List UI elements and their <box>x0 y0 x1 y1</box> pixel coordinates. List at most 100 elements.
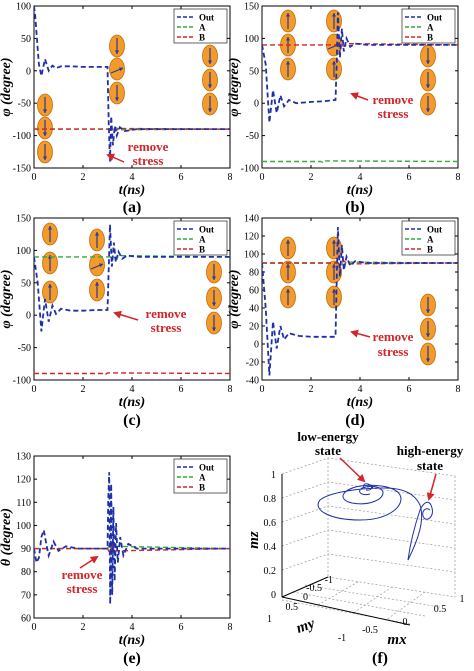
mx-tick-label: -0.5 <box>362 625 378 636</box>
y-tick-label: 50 <box>21 278 31 289</box>
y-tick-label: 150 <box>16 214 31 225</box>
annotation-text-e-2: stress <box>67 581 98 596</box>
annotation-high-energy-2: state <box>417 458 443 473</box>
y-tick-label: -50 <box>18 343 31 354</box>
magnet-icon <box>42 251 58 275</box>
x-axis-label: t(ns) <box>119 183 145 198</box>
series-line-out <box>34 472 230 605</box>
panel-d: 0 2 4 6 8 140 120 100 80 60 40 20 0 -20 -40 t(ns) φ (deg… <box>227 214 461 430</box>
my-axis-label: my <box>294 615 317 636</box>
magnet-arrowhead <box>331 289 337 293</box>
annotation-text-d-2: stress <box>378 344 409 359</box>
legend-label: A <box>199 235 206 245</box>
plot-c: 0 2 4 6 8 150 100 50 0 -50 -100 t(ns) φ (degree) OutA… <box>0 214 233 411</box>
y-tick-label: 70 <box>21 590 31 601</box>
magnet-icon <box>280 57 296 81</box>
legend-label: Out <box>199 463 214 473</box>
legend-label: A <box>199 473 206 483</box>
magnet-arrowhead <box>211 327 217 331</box>
legend-box <box>173 220 228 256</box>
y-tick-label: 40 <box>249 304 259 315</box>
panel-a: 0 2 4 6 8 100 50 0 -50 -100 -150 t(ns) φ (degree) Out… <box>0 2 233 217</box>
annotation-remove-stress-b: remove stress <box>350 92 414 121</box>
x-tick-label: 8 <box>228 622 233 633</box>
annotation-low-energy: low-energy state <box>297 429 366 483</box>
y-axis-label: φ (degree) <box>0 57 14 116</box>
x-axis-label: t(ns) <box>119 633 145 648</box>
z-tick-label: 0.4 <box>264 542 277 553</box>
magnet-icon <box>420 68 436 92</box>
magnet-icon <box>420 317 436 341</box>
x-tick-label: 2 <box>81 172 86 183</box>
magnet-arrowhead <box>285 37 291 41</box>
series-group <box>262 226 458 376</box>
plot-f-box <box>281 457 456 625</box>
magnet-icon <box>202 92 218 116</box>
magnet-icon <box>420 44 436 68</box>
panel-e-label: (e) <box>123 650 141 667</box>
magnet-icon <box>109 81 125 105</box>
annotation-remove-stress-c: remove stress <box>113 306 187 335</box>
annotation-text-b-2: stress <box>378 106 409 121</box>
magnet-arrowhead <box>114 50 120 54</box>
y-tick-label: 150 <box>244 2 259 13</box>
x-tick-label: 2 <box>309 384 314 395</box>
panel-d-label: (d) <box>345 412 365 429</box>
legend-label: B <box>427 33 433 43</box>
legend-label: A <box>427 235 434 245</box>
magnet-arrowhead <box>425 60 431 64</box>
y-tick-label: -100 <box>13 376 31 387</box>
magnet-arrowhead <box>114 97 120 101</box>
my-axis-line <box>281 576 329 598</box>
magnet-arrowhead <box>42 109 48 113</box>
y-tick-label: 100 <box>244 250 259 261</box>
magnet-icon <box>206 260 222 284</box>
y-tick-label: -100 <box>13 131 31 142</box>
x-tick-label: 4 <box>130 384 135 395</box>
panel-c-label: (c) <box>123 412 141 429</box>
magnet-arrowhead <box>207 84 213 88</box>
mx-ticks: -1 -0.5 0 0.5 1 <box>338 594 465 644</box>
magnet-arrowhead <box>425 358 431 362</box>
annotation-arrow-a <box>106 153 125 163</box>
magnet-arrowhead <box>285 289 291 293</box>
magnet-icon <box>109 34 125 58</box>
mx-tick-label: 0 <box>403 617 408 628</box>
annotation-high-energy: high-energy state <box>397 443 464 501</box>
legend-label: B <box>199 483 205 493</box>
legend-label: A <box>199 23 206 33</box>
magnet-arrowhead <box>285 240 291 244</box>
magnet-icon <box>37 140 53 164</box>
magnet-arrowhead <box>425 84 431 88</box>
x-tick-label: 8 <box>228 172 233 183</box>
annotation-text-e-1: remove <box>62 567 103 582</box>
legend-label: Out <box>427 13 442 23</box>
box-grid-floor <box>281 576 456 625</box>
trajectory-path <box>363 483 374 491</box>
magnet-icon <box>37 93 53 117</box>
y-tick-label: 140 <box>244 214 259 225</box>
magnet-arrowhead <box>211 276 217 280</box>
my-ticks: 1 0.5 0 -0.5 -1 <box>267 575 333 625</box>
magnet-icon <box>202 44 218 68</box>
y-tick-label: 0 <box>254 340 259 351</box>
y-tick-label: 0 <box>26 66 31 77</box>
x-tick-label: 8 <box>456 172 461 183</box>
y-tick-label: 60 <box>21 614 31 625</box>
trajectory-3d <box>317 483 433 561</box>
legend-label: Out <box>199 225 214 235</box>
magnet-icon <box>206 286 222 310</box>
annotation-arrow-c <box>113 310 139 321</box>
annotation-text-a-1: remove <box>128 139 169 154</box>
panel-f-label: (f) <box>372 650 388 667</box>
magnet-arrowhead <box>331 13 337 17</box>
x-tick-label: 8 <box>228 384 233 395</box>
trajectory-path <box>407 501 433 561</box>
x-tick-label: 2 <box>81 384 86 395</box>
magnet-icon <box>206 311 222 335</box>
annotation-remove-stress-e: remove stress <box>62 555 103 596</box>
magnet-icon <box>89 253 105 277</box>
magnet-arrowhead <box>42 156 48 160</box>
